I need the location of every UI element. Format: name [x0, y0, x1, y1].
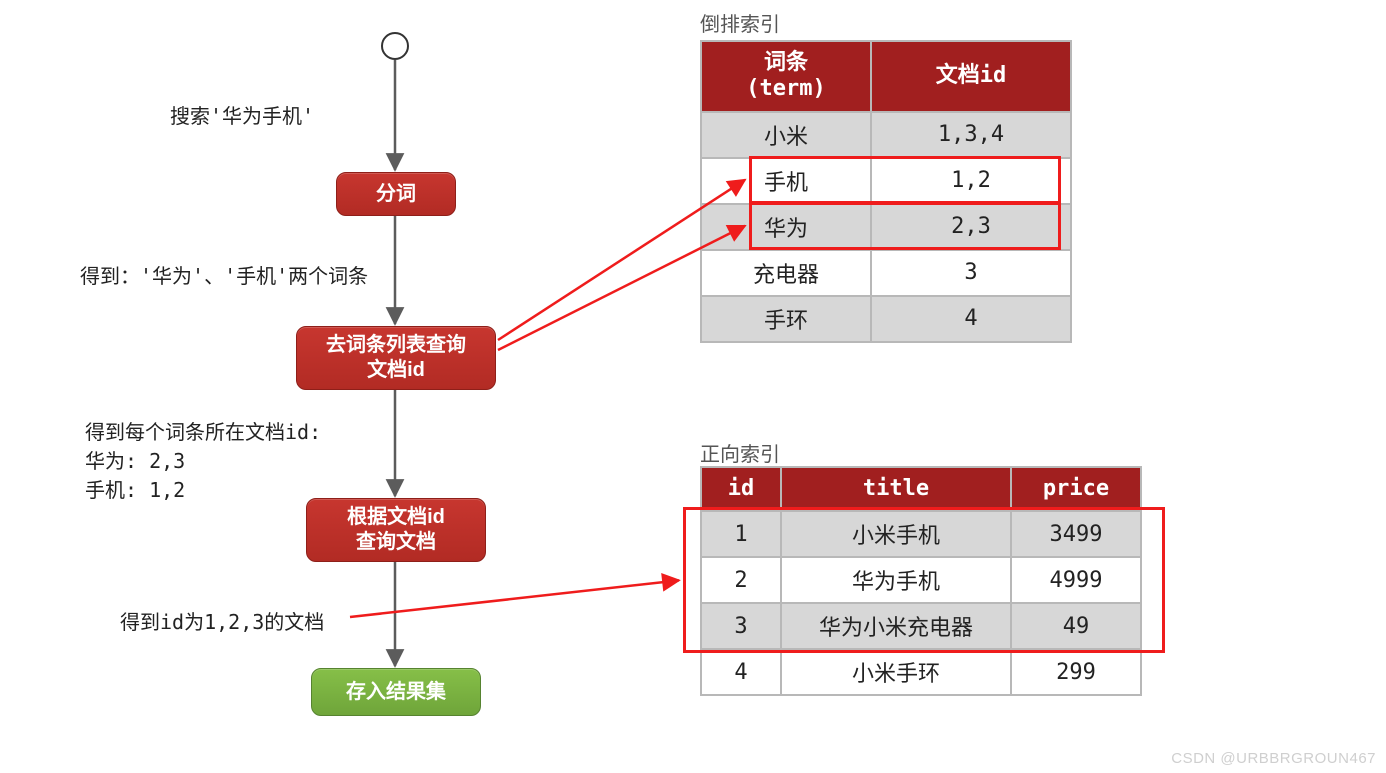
table-cell: 2,3 — [871, 204, 1071, 250]
table-cell: 小米手机 — [781, 511, 1011, 557]
table-cell: 小米 — [701, 112, 871, 158]
table-cell: 4 — [871, 296, 1071, 342]
fwd-col-price: price — [1011, 467, 1141, 511]
table-cell: 小米手环 — [781, 649, 1011, 695]
fwd-col-id: id — [701, 467, 781, 511]
table-cell: 3 — [871, 250, 1071, 296]
table-row: 2华为手机4999 — [701, 557, 1141, 603]
table-row: 3华为小米充电器49 — [701, 603, 1141, 649]
table-row: 1小米手机3499 — [701, 511, 1141, 557]
table-cell: 华为手机 — [781, 557, 1011, 603]
table-row: 小米1,3,4 — [701, 112, 1071, 158]
diagram-canvas: 分词 去词条列表查询 文档id 根据文档id 查询文档 存入结果集 搜索'华为手… — [0, 0, 1386, 773]
table-cell: 充电器 — [701, 250, 871, 296]
flow-step-lookup-terms: 去词条列表查询 文档id — [296, 326, 496, 390]
table-cell: 2 — [701, 557, 781, 603]
flow-start — [381, 32, 409, 60]
table-cell: 3 — [701, 603, 781, 649]
table-cell: 49 — [1011, 603, 1141, 649]
table-cell: 3499 — [1011, 511, 1141, 557]
table-row: 手环4 — [701, 296, 1071, 342]
flow-step-tokenize: 分词 — [336, 172, 456, 216]
flow-step-label: 去词条列表查询 文档id — [326, 333, 466, 383]
note-result-docs: 得到id为1,2,3的文档 — [120, 606, 324, 635]
table-cell: 华为 — [701, 204, 871, 250]
flow-step-label: 根据文档id 查询文档 — [347, 505, 445, 555]
table-cell: 1,3,4 — [871, 112, 1071, 158]
arrow-to-doc-rows — [350, 580, 679, 617]
table-cell: 299 — [1011, 649, 1141, 695]
forward-index-title: 正向索引 — [700, 438, 780, 467]
watermark: CSDN @URBBRGROUN467 — [1171, 750, 1376, 767]
note-docids-per-term: 得到每个词条所在文档id: 华为: 2,3 手机: 1,2 — [85, 416, 321, 503]
inv-col-docid: 文档id — [871, 41, 1071, 112]
table-row: 充电器3 — [701, 250, 1071, 296]
fwd-col-title: title — [781, 467, 1011, 511]
inverted-index-title: 倒排索引 — [700, 8, 780, 37]
table-cell: 1 — [701, 511, 781, 557]
flow-step-label: 存入结果集 — [346, 680, 446, 705]
table-row: 华为2,3 — [701, 204, 1071, 250]
inverted-index-table: 词条 (term) 文档id 小米1,3,4手机1,2华为2,3充电器3手环4 — [700, 40, 1072, 343]
table-cell: 4 — [701, 649, 781, 695]
table-cell: 4999 — [1011, 557, 1141, 603]
flow-step-result: 存入结果集 — [311, 668, 481, 716]
table-cell: 手环 — [701, 296, 871, 342]
flow-step-lookup-docs: 根据文档id 查询文档 — [306, 498, 486, 562]
forward-index-table: id title price 1小米手机34992华为手机49993华为小米充电… — [700, 466, 1142, 696]
note-search-query: 搜索'华为手机' — [170, 100, 314, 129]
table-cell: 华为小米充电器 — [781, 603, 1011, 649]
table-row: 4小米手环299 — [701, 649, 1141, 695]
inv-col-term: 词条 (term) — [701, 41, 871, 112]
note-two-terms: 得到：'华为'、'手机'两个词条 — [80, 260, 368, 289]
flow-step-label: 分词 — [376, 182, 416, 207]
table-cell: 手机 — [701, 158, 871, 204]
table-row: 手机1,2 — [701, 158, 1071, 204]
table-cell: 1,2 — [871, 158, 1071, 204]
